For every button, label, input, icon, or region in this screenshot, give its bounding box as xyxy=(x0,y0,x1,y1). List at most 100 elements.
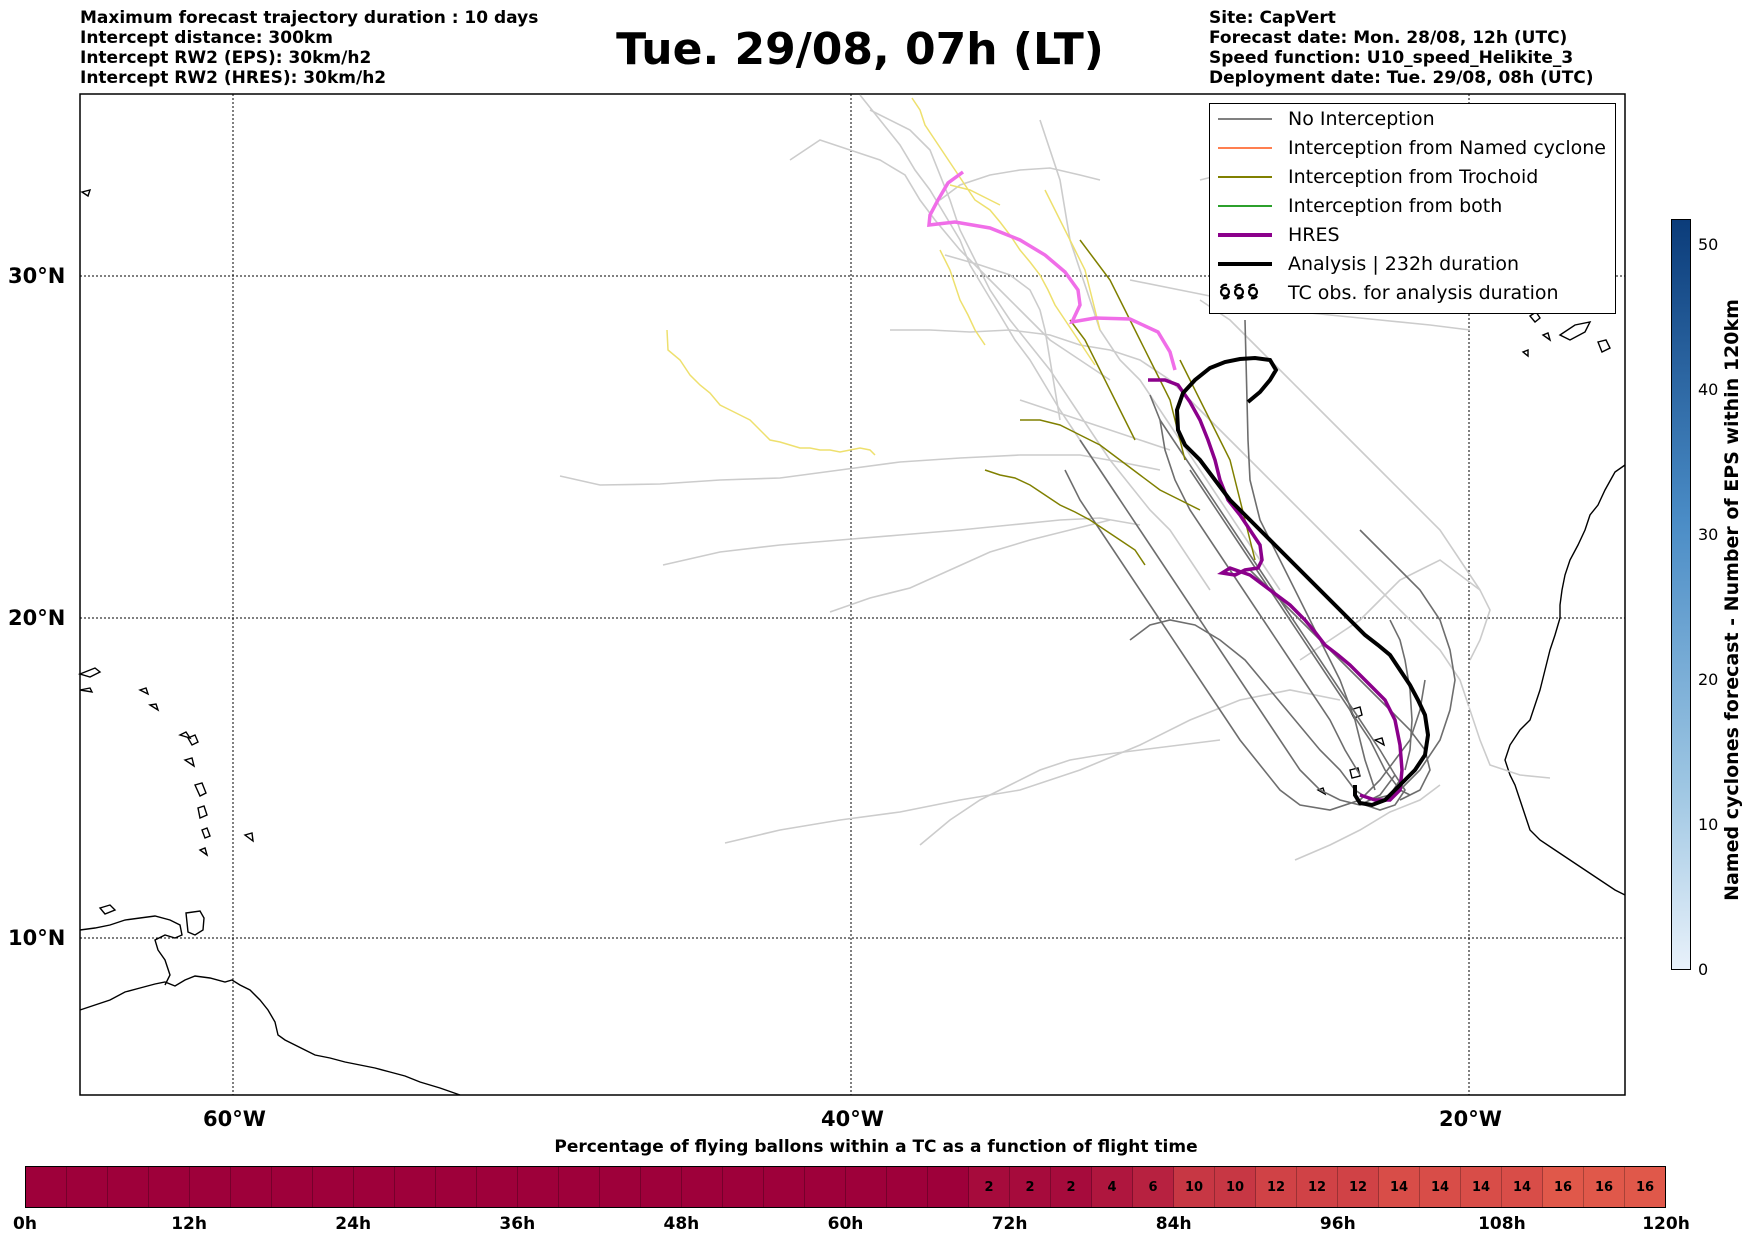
colorbar-vertical-tick: 10 xyxy=(1698,815,1719,834)
percentage-bar-tick: 24h xyxy=(335,1214,372,1234)
percentage-cell xyxy=(559,1167,600,1207)
percentage-cell xyxy=(764,1167,805,1207)
percentage-cell: 2 xyxy=(1010,1167,1051,1207)
island-canary-5 xyxy=(1541,332,1552,342)
legend-item-both: Interception from both xyxy=(1218,193,1502,219)
percentage-cell xyxy=(354,1167,395,1207)
map-gridlines xyxy=(80,94,1625,1095)
percentage-bar-tick: 48h xyxy=(663,1214,700,1234)
percentage-cell xyxy=(846,1167,887,1207)
header-left-line: Maximum forecast trajectory duration : 1… xyxy=(80,8,539,28)
island-west-1 xyxy=(80,189,92,198)
lon-label-40w: 40°W xyxy=(821,1107,884,1131)
percentage-cell: 14 xyxy=(1420,1167,1461,1207)
percentage-cell: 4 xyxy=(1092,1167,1133,1207)
island-lesser-8 xyxy=(138,687,150,696)
legend-label: Interception from both xyxy=(1288,195,1503,217)
percentage-cell xyxy=(682,1167,723,1207)
traj-light-grey xyxy=(559,94,1551,861)
legend-swatch xyxy=(1218,233,1272,237)
colorbar-vertical-tick: 50 xyxy=(1698,235,1719,254)
legend-item-hres: HRES xyxy=(1218,222,1340,248)
percentage-cell: 2 xyxy=(969,1167,1010,1207)
header-right-line: Speed function: U10_speed_Helikite_3 xyxy=(1209,48,1574,68)
percentage-cell xyxy=(477,1167,518,1207)
island-pr xyxy=(77,667,102,678)
percentage-cell xyxy=(887,1167,928,1207)
coastlines xyxy=(77,189,1626,1096)
percentage-cell xyxy=(108,1167,149,1207)
legend-item-tc-obs: TC obs. for analysis duration xyxy=(1218,280,1559,306)
percentage-cell: 12 xyxy=(1297,1167,1338,1207)
percentage-cell xyxy=(67,1167,108,1207)
page-title: Tue. 29/08, 07h (LT) xyxy=(616,24,1104,75)
island-lesser-6 xyxy=(201,827,211,839)
island-lesser-2 xyxy=(178,731,192,740)
percentage-cell xyxy=(928,1167,969,1207)
island-lesser-4 xyxy=(194,782,207,797)
header-right-line: Forecast date: Mon. 28/08, 12h (UTC) xyxy=(1209,28,1568,48)
island-lesser-7 xyxy=(198,847,209,857)
colorbar-vertical-tick: 0 xyxy=(1698,960,1709,979)
percentage-cell: 14 xyxy=(1461,1167,1502,1207)
island-lesser-10 xyxy=(243,832,254,843)
header-right: Site: CapVert Forecast date: Mon. 28/08,… xyxy=(1209,8,1594,88)
percentage-cell: 2 xyxy=(1051,1167,1092,1207)
legend-label: HRES xyxy=(1288,224,1340,246)
legend-item-analysis: Analysis | 232h duration xyxy=(1218,251,1519,277)
coast-africa xyxy=(1504,464,1626,896)
percentage-cell: 10 xyxy=(1215,1167,1256,1207)
legend-label: No Interception xyxy=(1288,108,1435,130)
percentage-cell xyxy=(805,1167,846,1207)
percentage-cell xyxy=(149,1167,190,1207)
header-left: Maximum forecast trajectory duration : 1… xyxy=(80,8,538,88)
percentage-cell: 10 xyxy=(1174,1167,1215,1207)
legend-label: Interception from Trochoid xyxy=(1288,166,1539,188)
map-legend: No Interception Interception from Named … xyxy=(1209,103,1616,314)
percentage-cell xyxy=(26,1167,67,1207)
legend-label: Interception from Named cyclone xyxy=(1288,137,1606,159)
hbar-title: Percentage of flying ballons within a TC… xyxy=(554,1137,1198,1157)
island-capeverde-4 xyxy=(1316,787,1327,796)
lat-label-10n: 10°N xyxy=(8,926,66,950)
legend-swatch xyxy=(1218,118,1272,120)
percentage-cell xyxy=(190,1167,231,1207)
percentage-cell: 12 xyxy=(1338,1167,1379,1207)
percentage-cell xyxy=(313,1167,354,1207)
header-left-line: Intercept RW2 (HRES): 30km/h2 xyxy=(80,68,387,88)
island-trinidad xyxy=(185,910,205,936)
traj-analysis xyxy=(1174,355,1431,808)
percentage-bar-tick: 72h xyxy=(991,1214,1028,1234)
island-canary-2 xyxy=(1558,321,1592,341)
percentage-bar-tick: 36h xyxy=(499,1214,536,1234)
traj-hres xyxy=(927,170,1404,802)
percentage-cell: 16 xyxy=(1543,1167,1584,1207)
percentage-cell: 14 xyxy=(1379,1167,1420,1207)
percentage-bar-tick: 84h xyxy=(1155,1214,1192,1234)
coast-venezuela-north xyxy=(79,915,183,986)
percentage-cell xyxy=(518,1167,559,1207)
percentage-cell xyxy=(436,1167,477,1207)
percentage-cell xyxy=(641,1167,682,1207)
percentage-bar-tick: 96h xyxy=(1319,1214,1356,1234)
island-hispaniola xyxy=(79,687,94,693)
legend-item-trochoid: Interception from Trochoid xyxy=(1218,164,1538,190)
legend-label: TC obs. for analysis duration xyxy=(1288,282,1559,304)
percentage-cell: 16 xyxy=(1584,1167,1625,1207)
island-lesser-3 xyxy=(183,757,196,768)
percentage-cell: 14 xyxy=(1502,1167,1543,1207)
percentage-bar-tick: 108h xyxy=(1478,1214,1526,1234)
tc-symbol-icon xyxy=(1218,282,1272,305)
island-lesser-1 xyxy=(187,734,199,746)
percentage-cell xyxy=(395,1167,436,1207)
percentage-bar-tick: 12h xyxy=(171,1214,207,1234)
colorbar-vertical-tick: 30 xyxy=(1698,525,1719,544)
lon-label-20w: 20°W xyxy=(1439,1107,1502,1131)
colorbar-vertical-tick: 40 xyxy=(1698,380,1719,399)
percentage-bar-tick: 0h xyxy=(13,1214,37,1234)
island-curacao xyxy=(98,904,117,915)
legend-swatch xyxy=(1218,262,1272,266)
island-canary-4 xyxy=(1521,348,1529,358)
legend-label: Analysis | 232h duration xyxy=(1288,253,1520,275)
legend-swatch xyxy=(1218,147,1272,149)
